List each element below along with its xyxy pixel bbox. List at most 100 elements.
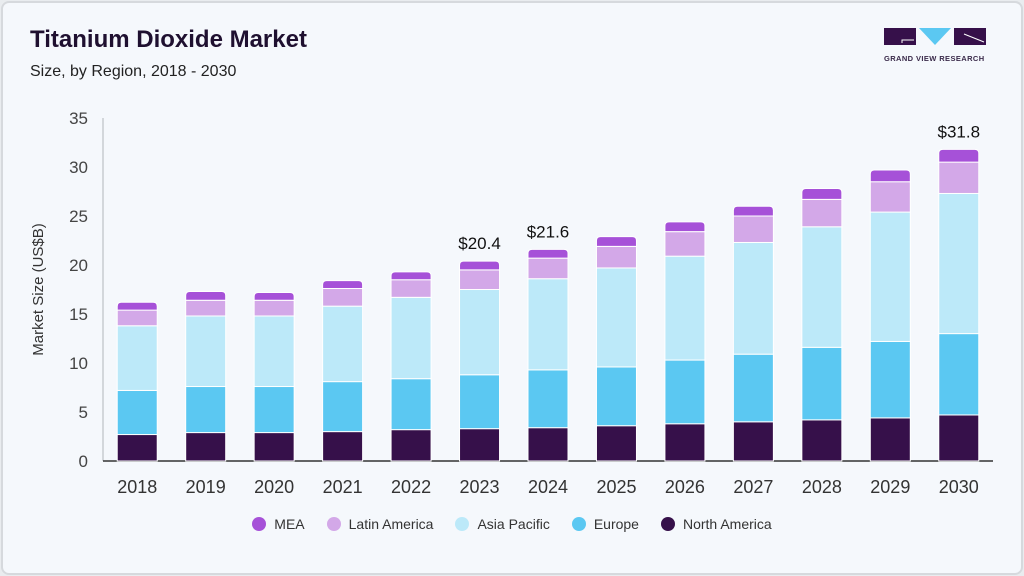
x-tick-label: 2018	[117, 477, 157, 497]
bar-segment-asia-pacific	[527, 278, 569, 371]
legend-label: MEA	[274, 516, 305, 532]
bar-segment-north-america	[869, 417, 911, 462]
bar-segment-asia-pacific	[664, 255, 706, 361]
bar-segment-latin-america	[253, 299, 295, 317]
bar-segment-latin-america	[801, 198, 843, 228]
x-tick-label: 2030	[939, 477, 979, 497]
bar-segment-mea	[938, 148, 980, 163]
bar-segment-europe	[253, 386, 295, 434]
y-tick-label: 25	[69, 207, 88, 226]
bar-segment-north-america	[116, 434, 158, 462]
bar-segment-europe	[185, 386, 227, 434]
bar-segment-north-america	[527, 427, 569, 462]
legend-swatch	[571, 517, 586, 531]
legend-label: North America	[682, 516, 772, 532]
bar-segment-europe	[459, 374, 501, 430]
bar-segment-europe	[527, 369, 569, 429]
bar-segment-latin-america	[322, 288, 364, 307]
bar-segment-latin-america	[390, 279, 432, 298]
total-value-label: $21.6	[527, 222, 570, 241]
x-tick-label: 2024	[528, 477, 568, 497]
x-tick-label: 2023	[460, 477, 500, 497]
bar-segment-latin-america	[732, 215, 774, 243]
logo-mark-icon	[884, 28, 986, 45]
bar-segment-asia-pacific	[322, 305, 364, 383]
bar-segment-latin-america	[116, 309, 158, 327]
chart-subtitle: Size, by Region, 2018 - 2030	[30, 63, 237, 80]
bar-segment-asia-pacific	[801, 226, 843, 348]
bar-segment-mea	[185, 290, 227, 301]
bar-segment-asia-pacific	[390, 296, 432, 380]
bar-segment-north-america	[595, 425, 637, 462]
y-tick-label: 5	[79, 403, 88, 422]
bar-segment-asia-pacific	[459, 289, 501, 376]
chart-title: Titanium Dioxide Market	[30, 26, 307, 53]
bar-segment-asia-pacific	[595, 267, 637, 368]
bar-segment-asia-pacific	[869, 211, 911, 342]
x-tick-label: 2029	[870, 477, 910, 497]
bar-segment-europe	[116, 389, 158, 436]
bar-segment-europe	[390, 378, 432, 431]
bar-segment-latin-america	[664, 231, 706, 257]
x-tick-label: 2027	[733, 477, 773, 497]
x-tick-label: 2028	[802, 477, 842, 497]
bar-segment-north-america	[185, 432, 227, 462]
legend-item[interactable]: Latin America	[326, 516, 434, 532]
legend-label: Latin America	[348, 516, 434, 532]
x-tick-label: 2019	[186, 477, 226, 497]
bar-segment-mea	[527, 248, 569, 259]
y-tick-label: 0	[79, 452, 88, 471]
bar-segment-asia-pacific	[116, 325, 158, 391]
x-tick-label: 2025	[596, 477, 636, 497]
bar-segment-europe	[869, 340, 911, 419]
bar-segment-north-america	[732, 421, 774, 462]
bar-segment-mea	[459, 260, 501, 271]
y-tick-label: 20	[69, 256, 88, 275]
bar-segment-mea	[390, 271, 432, 281]
x-tick-label: 2022	[391, 477, 431, 497]
bar-segment-latin-america	[595, 245, 637, 269]
total-value-label: $20.4	[458, 234, 501, 253]
bar-segment-mea	[253, 291, 295, 301]
bar-segment-mea	[116, 301, 158, 311]
bar-segment-latin-america	[185, 299, 227, 317]
bar-segment-north-america	[664, 423, 706, 462]
bar-segment-europe	[664, 359, 706, 425]
bar-segment-asia-pacific	[732, 241, 774, 355]
bar-segment-mea	[322, 280, 364, 290]
legend-swatch	[455, 517, 470, 531]
bar-segment-north-america	[801, 419, 843, 462]
grand-view-research-logo: GRAND VIEW RESEARCH	[884, 28, 986, 63]
legend-swatch	[326, 517, 341, 531]
y-tick-label: 35	[69, 109, 88, 128]
legend-item[interactable]: MEA	[252, 516, 305, 532]
bar-segment-mea	[801, 188, 843, 200]
bar-segment-north-america	[390, 429, 432, 462]
bar-segment-north-america	[322, 431, 364, 462]
bar-segment-latin-america	[869, 181, 911, 213]
legend-item[interactable]: Asia Pacific	[455, 516, 550, 532]
chart-legend: MEA Latin America Asia Pacific Europe North …	[0, 516, 1024, 532]
y-axis-title: Market Size (US$B)	[30, 223, 47, 356]
x-tick-label: 2026	[665, 477, 705, 497]
bar-segment-mea	[595, 236, 637, 247]
legend-item[interactable]: Europe	[571, 516, 639, 532]
x-tick-label: 2021	[323, 477, 363, 497]
bar-segment-latin-america	[459, 269, 501, 290]
bar-segment-asia-pacific	[938, 192, 980, 335]
bar-segment-europe	[595, 366, 637, 427]
bar-segment-north-america	[938, 414, 980, 462]
bar-segment-asia-pacific	[185, 315, 227, 388]
bar-segment-asia-pacific	[253, 315, 295, 388]
y-tick-label: 30	[69, 158, 88, 177]
bar-segment-latin-america	[938, 161, 980, 194]
legend-label: Asia Pacific	[477, 516, 550, 532]
legend-item[interactable]: North America	[660, 516, 772, 532]
x-tick-label: 2020	[254, 477, 294, 497]
y-tick-label: 10	[69, 354, 88, 373]
y-tick-label: 15	[69, 305, 88, 324]
bar-segment-north-america	[253, 432, 295, 462]
bar-segment-europe	[322, 381, 364, 433]
bar-segment-mea	[664, 221, 706, 233]
